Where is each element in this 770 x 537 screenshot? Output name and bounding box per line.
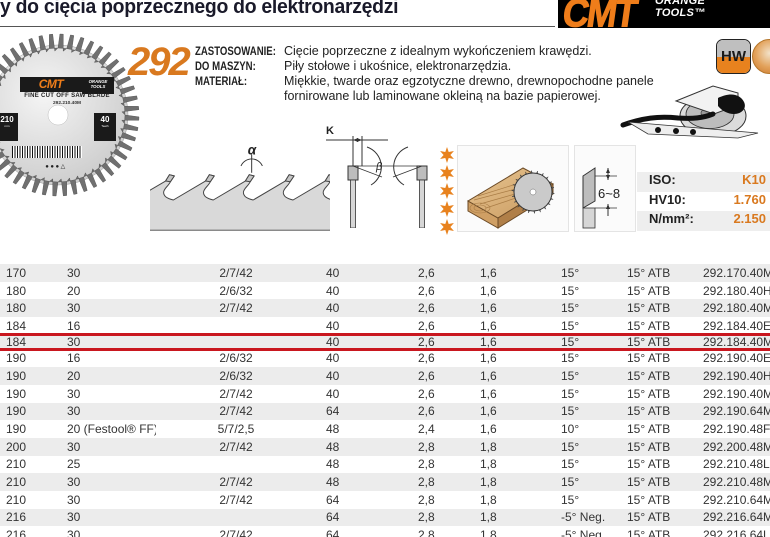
svg-text:6~8: 6~8 — [598, 186, 620, 201]
svg-text:K: K — [326, 126, 334, 137]
svg-text:β: β — [375, 161, 383, 173]
svg-text:α: α — [248, 142, 257, 157]
